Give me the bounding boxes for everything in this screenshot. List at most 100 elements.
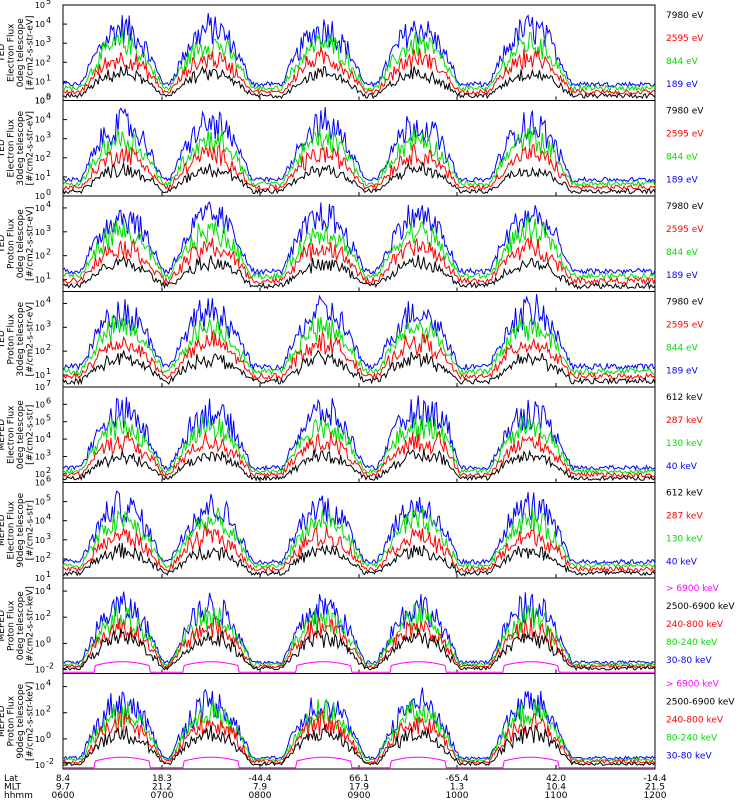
y-tick-exponent: 0	[46, 93, 51, 102]
series-trace	[62, 603, 656, 668]
legend-entry: 844 eV	[666, 57, 699, 67]
legend-entry: 612 keV	[666, 489, 703, 499]
y-tick-exponent: 4	[46, 200, 51, 209]
x-tick-label: 1000	[446, 791, 469, 800]
y-tick-exponent: 0	[46, 188, 51, 197]
y-tick-exponent: 2	[46, 466, 51, 475]
x-tick-label: 10.4	[546, 783, 566, 793]
x-tick-label: 7.9	[253, 783, 268, 793]
y-tick-label: 10	[35, 77, 45, 86]
x-tick-label: -65.4	[445, 774, 469, 784]
y-tick-label: 10	[35, 20, 45, 29]
y-tick-exponent: 3	[46, 131, 51, 140]
y-tick-label: 10	[35, 252, 45, 261]
legend-entry: 189 eV	[666, 271, 699, 281]
y-tick-exponent: 5	[46, 93, 51, 102]
legend-entry: 2595 eV	[666, 34, 704, 44]
panel-frame	[62, 4, 656, 101]
legend-entry: 40 keV	[666, 558, 698, 568]
y-tick-label: 10	[35, 204, 45, 213]
legend-entry: > 6900 keV	[666, 584, 720, 594]
y-tick-label: 10	[35, 452, 45, 461]
legend-entry: 2595 eV	[666, 130, 704, 140]
series-trace	[62, 626, 656, 671]
y-tick-label: 10	[35, 735, 45, 744]
series-trace	[62, 46, 656, 96]
series-trace	[62, 331, 656, 381]
x-tick-label: 1.3	[450, 783, 464, 793]
legend-entry: 240-800 keV	[666, 620, 724, 630]
y-tick-exponent: 7	[46, 379, 51, 388]
series-trace	[62, 395, 656, 472]
x-tick-label: 0800	[249, 791, 272, 800]
series-trace	[62, 30, 656, 93]
legend-entry: 80-240 keV	[666, 638, 718, 648]
y-tick-exponent: 3	[46, 532, 51, 541]
series-trace	[62, 161, 656, 195]
x-tick-label: 66.1	[349, 774, 369, 784]
y-tick-exponent: -2	[46, 757, 54, 766]
y-tick-label: 10	[35, 587, 45, 596]
legend-entry: 240-800 keV	[666, 716, 724, 726]
series-trace	[63, 698, 656, 763]
legend-entry: 30-80 keV	[666, 656, 712, 666]
legend-entry: 130 keV	[666, 535, 703, 545]
y-tick-exponent: 2	[46, 150, 51, 159]
y-tick-label: 10	[35, 97, 45, 106]
y-tick-label: 10	[35, 761, 45, 770]
panel-ylabel: MEPEDProton Flux0deg telescope[#/cm2-s-s…	[0, 586, 36, 665]
y-tick-exponent: 3	[46, 448, 51, 457]
y-tick-label: 10	[35, 613, 45, 622]
x-tick-label: 17.9	[349, 783, 369, 793]
y-tick-exponent: 6	[46, 475, 51, 484]
y-tick-exponent: 5	[46, 0, 51, 6]
y-tick-exponent: 4	[46, 295, 51, 304]
legend-entry: 844 eV	[666, 344, 699, 354]
y-tick-label: 10	[35, 299, 45, 308]
legend-entry: 844 eV	[666, 153, 699, 163]
y-tick-exponent: 1	[46, 73, 51, 82]
series-trace	[62, 414, 656, 475]
y-tick-label: 10	[35, 574, 45, 583]
y-tick-label: 10	[35, 536, 45, 545]
y-tick-exponent: 5	[46, 414, 51, 423]
y-tick-exponent: 4	[46, 513, 51, 522]
y-tick-label: 10	[35, 173, 45, 182]
series-trace	[62, 215, 656, 281]
y-tick-exponent: 2	[46, 551, 51, 560]
series-trace	[62, 293, 656, 372]
y-tick-exponent: 3	[46, 319, 51, 328]
y-tick-label: 10	[35, 418, 45, 427]
y-tick-exponent: 6	[46, 396, 51, 405]
footer-row-label: Lat	[4, 774, 19, 784]
series-trace	[62, 65, 656, 100]
series-trace	[62, 430, 656, 478]
y-tick-label: 10	[35, 347, 45, 356]
x-tick-label: 0600	[52, 791, 75, 800]
y-tick-label: 10	[35, 192, 45, 201]
legend-entry: 130 keV	[666, 439, 703, 449]
y-tick-label: 10	[35, 276, 45, 285]
y-tick-label: 10	[35, 555, 45, 564]
x-tick-label: 0900	[348, 791, 371, 800]
y-tick-exponent: 3	[46, 224, 51, 233]
y-tick-label: 10	[35, 435, 45, 444]
series-trace	[62, 687, 656, 761]
y-tick-exponent: 2	[46, 343, 51, 352]
x-tick-label: 1200	[644, 791, 667, 800]
footer-row-label: MLT	[4, 783, 22, 793]
legend-entry: 189 eV	[666, 176, 699, 186]
y-tick-label: 10	[35, 400, 45, 409]
y-tick-label: 10	[35, 135, 45, 144]
y-tick-label: 10	[35, 666, 45, 675]
series-trace	[62, 237, 656, 286]
panel-ylabel: MEPEDElectron Flux90deg telescope[#/cm2-…	[0, 492, 36, 567]
y-tick-exponent: -2	[46, 662, 54, 671]
series-trace	[62, 449, 656, 482]
legend-entry: 2595 eV	[666, 225, 704, 235]
